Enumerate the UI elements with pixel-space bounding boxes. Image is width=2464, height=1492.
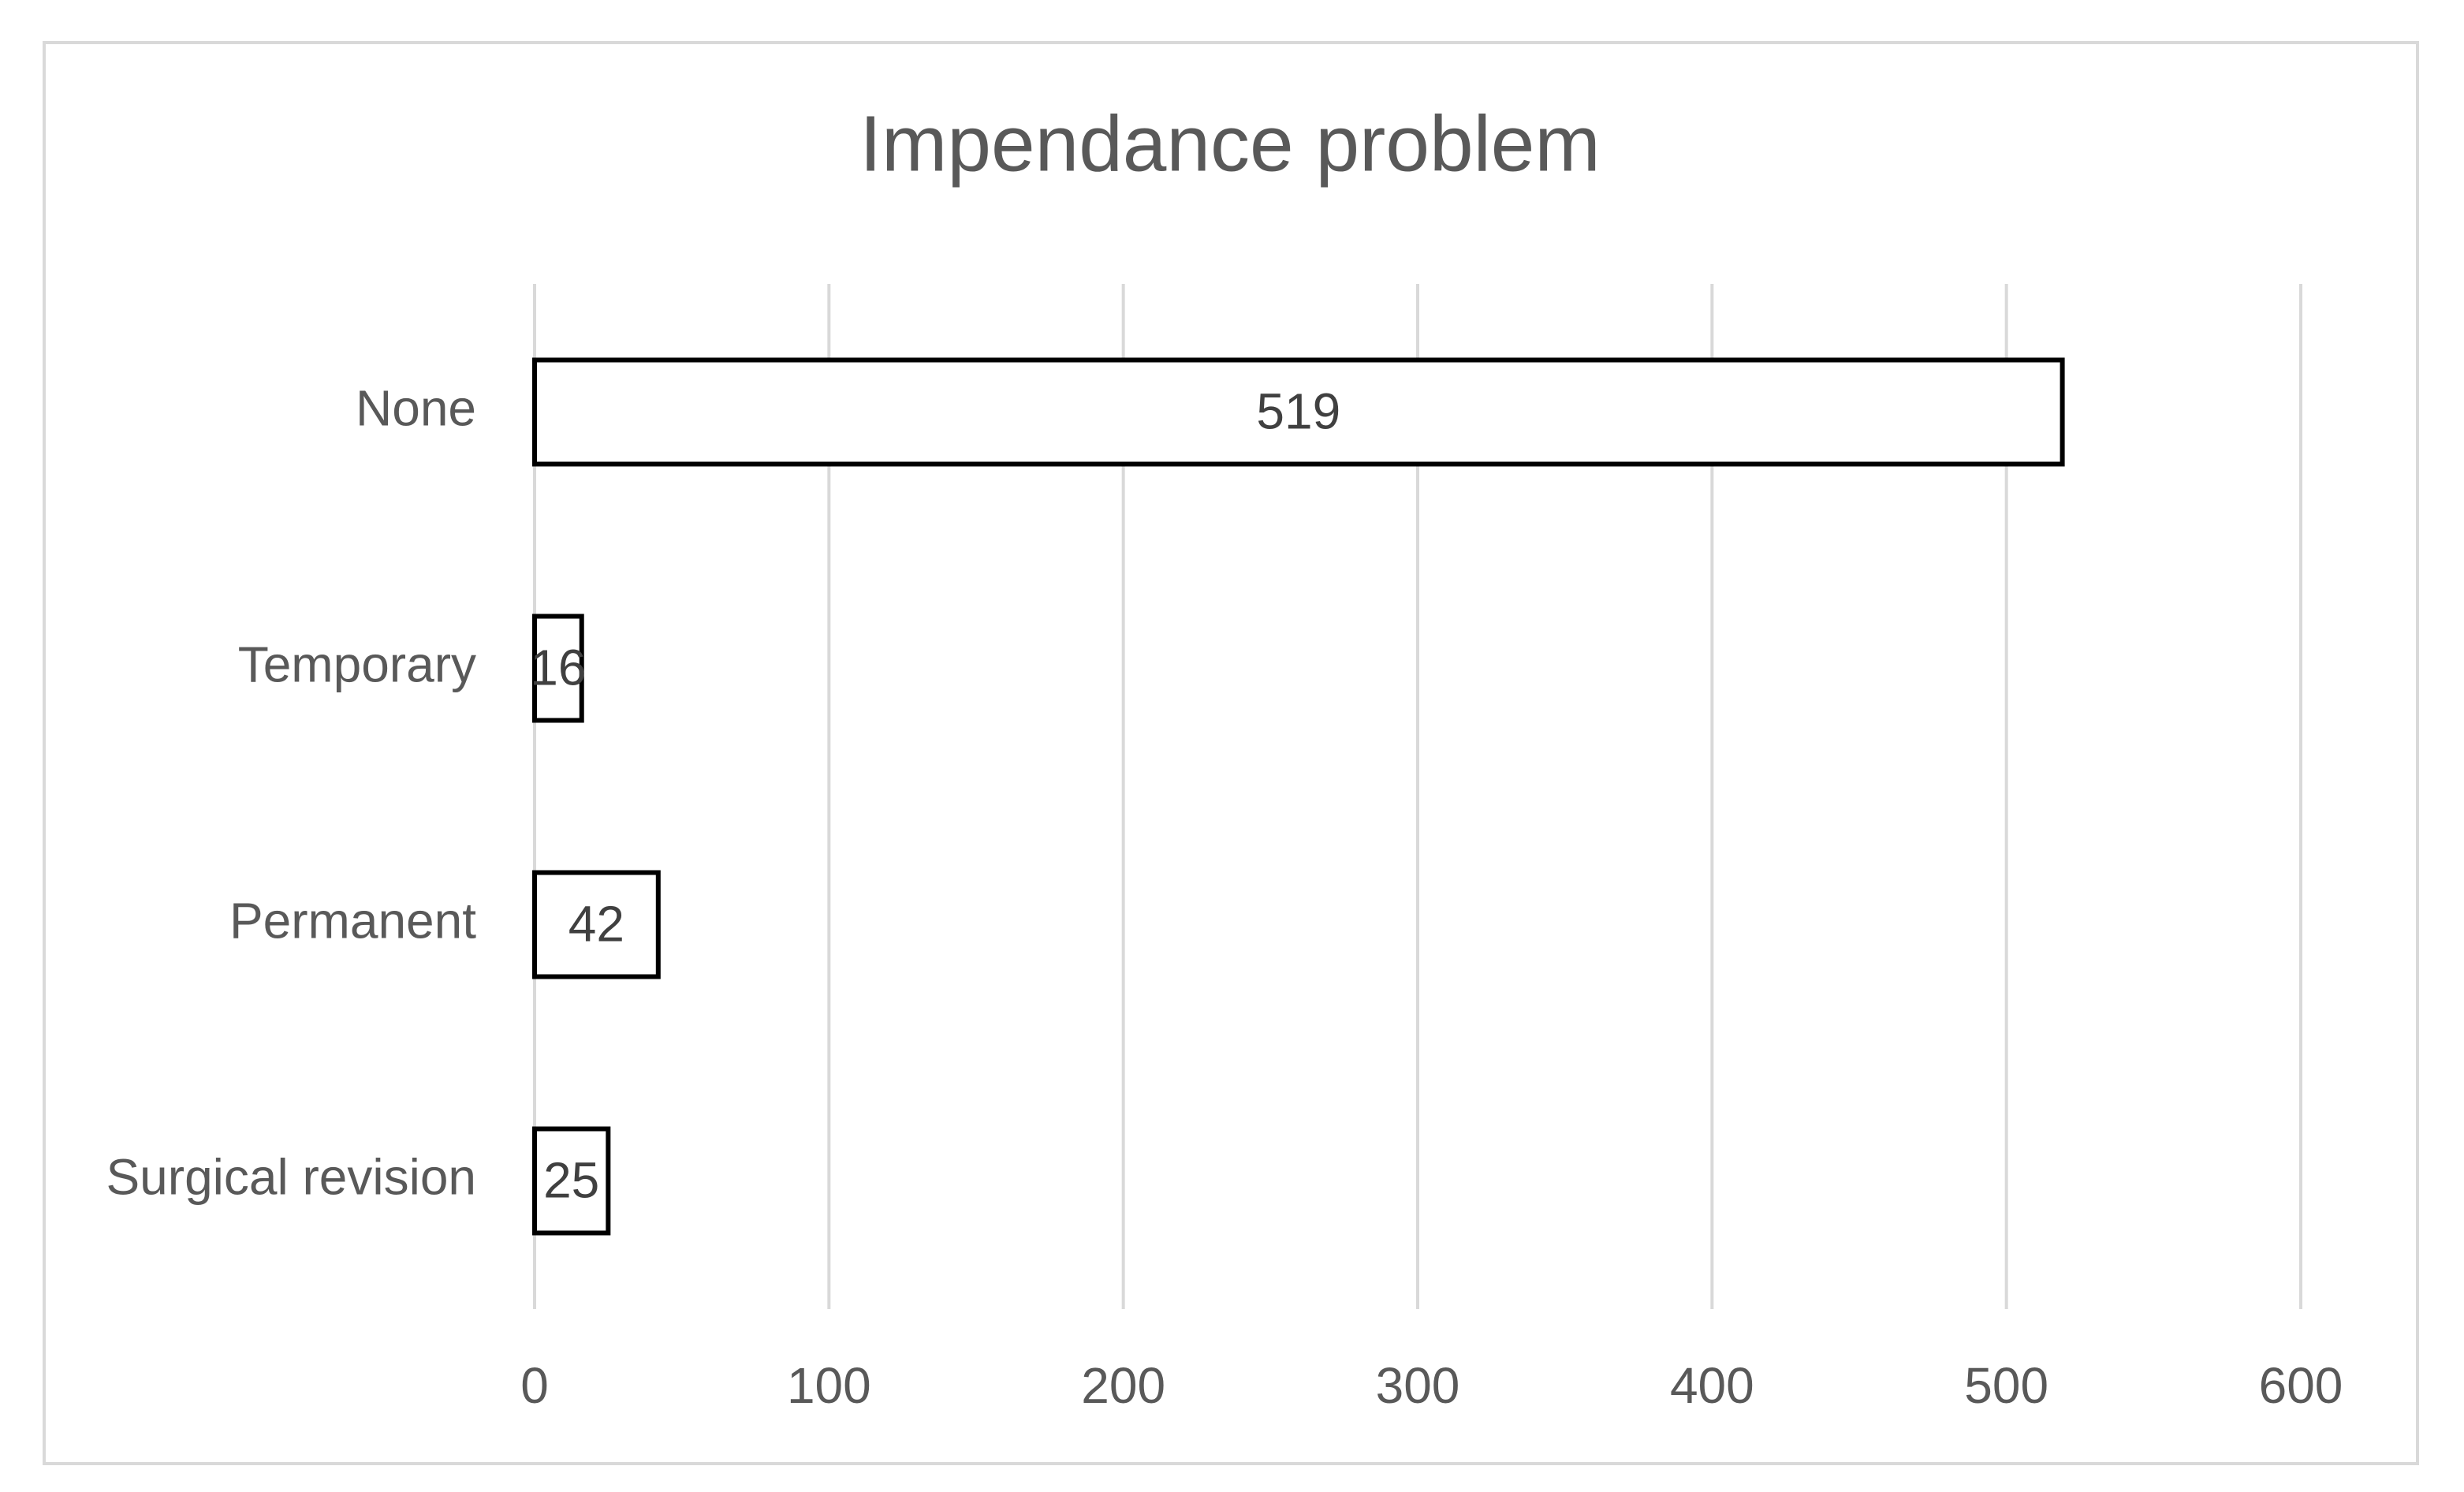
- bar: [532, 1126, 611, 1236]
- chart-title: Impendance problem: [859, 99, 1600, 188]
- data-label: 16: [530, 639, 586, 696]
- bar: [532, 614, 584, 723]
- bar: [532, 357, 2065, 467]
- y-tick-label: Temporary: [238, 636, 476, 692]
- x-tick-label: 100: [787, 1357, 871, 1414]
- x-tick-label: 600: [2259, 1357, 2343, 1414]
- y-tick-label: Permanent: [229, 892, 476, 949]
- x-tick-label: 300: [1376, 1357, 1460, 1414]
- data-label: 25: [543, 1151, 599, 1208]
- data-label: 42: [568, 895, 624, 952]
- chart-border: [43, 41, 2419, 1465]
- data-label: 519: [1256, 382, 1340, 439]
- x-tick-label: 400: [1670, 1357, 1754, 1414]
- x-tick-label: 200: [1081, 1357, 1165, 1414]
- bar: [532, 870, 661, 979]
- x-tick-label: 500: [1964, 1357, 2048, 1414]
- y-tick-label: None: [356, 379, 476, 436]
- x-tick-label: 0: [520, 1357, 549, 1414]
- y-tick-label: Surgical revision: [106, 1148, 476, 1205]
